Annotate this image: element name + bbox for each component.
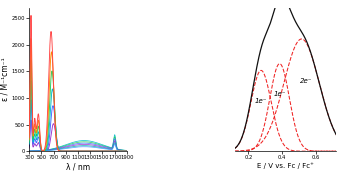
X-axis label: E / V vs. Fc / Fc⁺: E / V vs. Fc / Fc⁺ [257, 163, 314, 169]
Y-axis label: ε / M⁻¹cm⁻¹: ε / M⁻¹cm⁻¹ [0, 58, 9, 101]
X-axis label: λ / nm: λ / nm [66, 163, 90, 171]
Text: 1e⁻: 1e⁻ [273, 91, 286, 97]
Text: 1e⁻: 1e⁻ [255, 98, 267, 104]
Text: 2e⁻: 2e⁻ [299, 78, 312, 84]
